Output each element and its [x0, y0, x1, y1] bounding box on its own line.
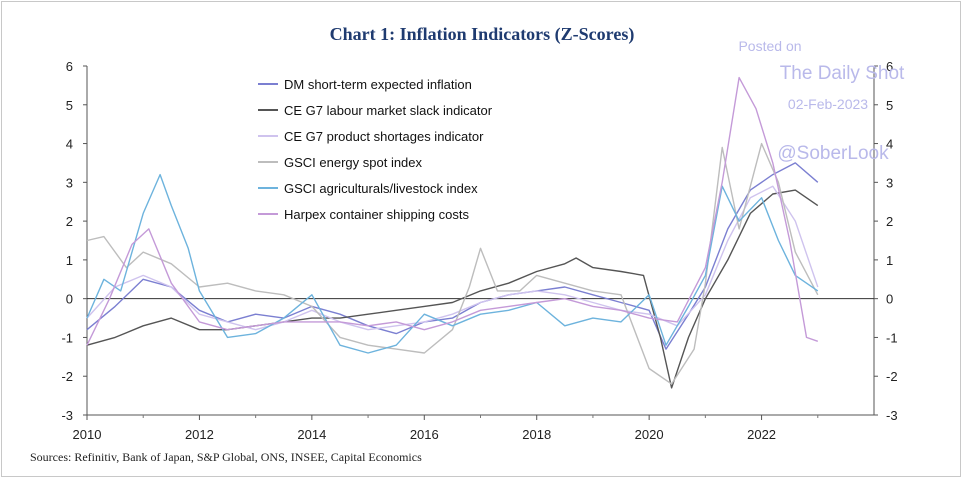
- y-tick-label-left: 6: [66, 59, 73, 74]
- series-line-4: [86, 142, 819, 385]
- legend-label: GSCI energy spot index: [284, 155, 423, 170]
- legend-label: DM short-term expected inflation: [284, 77, 472, 92]
- y-tick-label-right: 0: [886, 292, 893, 307]
- legend: DM short-term expected inflation CE G7 la…: [258, 77, 493, 222]
- x-tick-label: 2022: [747, 427, 776, 442]
- x-tick-label: 2012: [185, 427, 214, 442]
- x-tick-label: 2020: [635, 427, 664, 442]
- y-tick-label-right: 3: [886, 175, 893, 190]
- legend-label: GSCI agriculturals/livestock index: [284, 181, 478, 196]
- watermark-line1: Posted on: [738, 38, 801, 54]
- x-tick-label: 2010: [73, 427, 102, 442]
- y-tick-label-left: -3: [61, 408, 73, 423]
- watermark-line2: The Daily Shot: [780, 63, 905, 84]
- series-line-5: [86, 173, 819, 354]
- series-line-3: [86, 185, 819, 331]
- y-tick-label-left: 1: [66, 253, 73, 268]
- y-tick-label-right: 2: [886, 214, 893, 229]
- y-tick-label-right: 6: [886, 59, 893, 74]
- y-tick-label-right: 5: [886, 98, 893, 113]
- y-tick-label-right: -3: [886, 408, 898, 423]
- legend-label: Harpex container shipping costs: [284, 207, 469, 222]
- y-tick-label-right: 4: [886, 137, 893, 152]
- y-tick-label-left: -1: [61, 330, 73, 345]
- chart-source: Sources: Refinitiv, Bank of Japan, S&P G…: [30, 450, 422, 464]
- y-tick-label-left: 2: [66, 214, 73, 229]
- watermark-line3: 02-Feb-2023: [788, 96, 868, 112]
- y-tick-label-left: 5: [66, 98, 73, 113]
- x-tick-label: 2014: [297, 427, 326, 442]
- series-line-6: [86, 76, 819, 346]
- x-tick-label: 2016: [410, 427, 439, 442]
- legend-label: CE G7 labour market slack indicator: [284, 103, 493, 118]
- y-tick-label-left: -2: [61, 369, 73, 384]
- watermark-line4: @SoberLook: [777, 143, 889, 164]
- x-tick-label: 2018: [522, 427, 551, 442]
- watermark: Posted on The Daily Shot 02-Feb-2023 @Sober…: [738, 38, 905, 164]
- y-tick-label-left: 0: [66, 292, 73, 307]
- y-tick-label-right: -1: [886, 330, 898, 345]
- legend-label: CE G7 product shortages indicator: [284, 129, 484, 144]
- y-tick-label-right: -2: [886, 369, 898, 384]
- chart-title: Chart 1: Inflation Indicators (Z-Scores): [329, 24, 635, 44]
- y-tick-label-left: 4: [66, 137, 73, 152]
- y-tick-label-right: 1: [886, 253, 893, 268]
- y-tick-label-left: 3: [66, 175, 73, 190]
